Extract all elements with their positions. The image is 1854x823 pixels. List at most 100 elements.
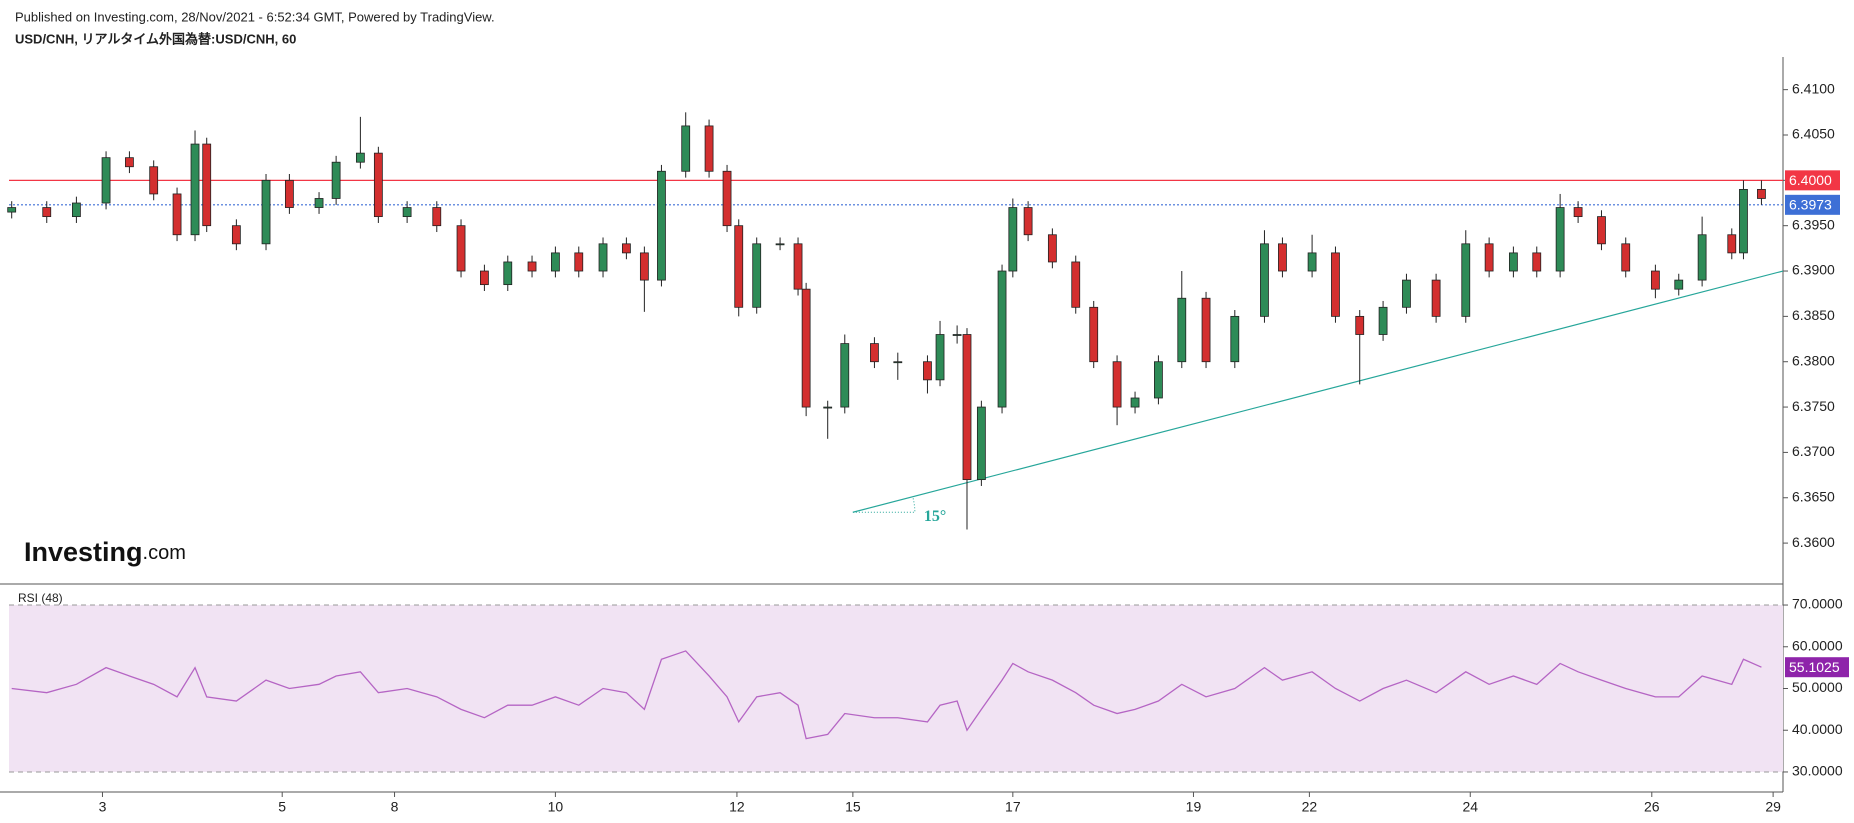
candle-body bbox=[574, 252, 584, 272]
candle-body bbox=[190, 143, 200, 236]
candle-body bbox=[1757, 189, 1766, 199]
candle-body bbox=[1555, 207, 1565, 272]
y-tick-label: 6.4050 bbox=[1792, 126, 1835, 142]
candle-body bbox=[1278, 243, 1287, 272]
candle-body bbox=[1597, 216, 1606, 245]
candle-body bbox=[231, 225, 241, 245]
y-tick-label: 70.0000 bbox=[1792, 596, 1843, 612]
candle-body bbox=[976, 406, 986, 481]
candle-body bbox=[1023, 207, 1033, 236]
candle-body bbox=[952, 334, 962, 336]
candle-body bbox=[1008, 207, 1018, 272]
x-tick-label: 19 bbox=[1186, 799, 1202, 815]
candle-body bbox=[1130, 397, 1140, 408]
y-tick-label: 6.3950 bbox=[1792, 216, 1835, 232]
logo-name: Investing bbox=[24, 537, 143, 567]
candle-body bbox=[1621, 243, 1631, 272]
x-tick-label: 24 bbox=[1462, 799, 1478, 815]
candle-body bbox=[935, 334, 945, 381]
candle-body bbox=[840, 343, 850, 408]
x-tick-label: 17 bbox=[1005, 799, 1021, 815]
candle-body bbox=[722, 170, 732, 227]
candle-body bbox=[1532, 252, 1542, 272]
candle-body bbox=[1307, 252, 1317, 272]
candle-body bbox=[1177, 297, 1187, 363]
candle-body bbox=[1402, 279, 1411, 308]
candle-body bbox=[639, 252, 649, 281]
trendline bbox=[852, 270, 1784, 513]
price-tag bbox=[1785, 170, 1840, 191]
x-tick-label: 29 bbox=[1765, 799, 1781, 815]
candle-body bbox=[801, 288, 811, 408]
y-tick-label: 60.0000 bbox=[1792, 637, 1843, 653]
candle-body bbox=[402, 207, 412, 218]
candle-body bbox=[172, 193, 182, 236]
candle-body bbox=[72, 202, 81, 218]
candle-body bbox=[752, 243, 762, 308]
price-tag-label: 6.3973 bbox=[1789, 197, 1832, 213]
y-tick-label: 6.3750 bbox=[1792, 398, 1835, 414]
candle-body bbox=[456, 225, 466, 272]
candle-body bbox=[775, 243, 785, 246]
candle-body bbox=[1355, 315, 1365, 335]
y-tick-label: 6.3600 bbox=[1792, 534, 1835, 550]
x-tick-label: 15 bbox=[845, 799, 861, 815]
price-tag-label: 6.4000 bbox=[1789, 172, 1832, 188]
candle-body bbox=[284, 179, 294, 208]
candle-body bbox=[1378, 306, 1388, 335]
y-tick-label: 6.3900 bbox=[1792, 262, 1835, 278]
y-tick-label: 40.0000 bbox=[1792, 721, 1843, 737]
candle-body bbox=[331, 161, 341, 199]
y-tick-label: 6.3850 bbox=[1792, 307, 1835, 323]
candle-body bbox=[1230, 315, 1240, 363]
candle-body bbox=[598, 243, 608, 272]
candle-body bbox=[101, 157, 111, 204]
candle-body bbox=[1112, 361, 1122, 408]
price-tag bbox=[1785, 194, 1840, 215]
candle-body bbox=[793, 243, 803, 290]
candle-body bbox=[823, 406, 833, 409]
candle-body bbox=[1461, 243, 1471, 317]
candle-body bbox=[1047, 234, 1057, 263]
candle-body bbox=[550, 252, 560, 272]
header: Published on Investing.com, 28/Nov/2021 … bbox=[15, 9, 495, 24]
logo: Investing.com bbox=[24, 537, 186, 567]
candle-body bbox=[1331, 252, 1340, 317]
candle-body bbox=[1697, 234, 1707, 281]
candle-body bbox=[432, 207, 442, 227]
y-tick-label: 6.4100 bbox=[1792, 80, 1835, 96]
candle-body bbox=[962, 334, 972, 481]
candle-body bbox=[621, 243, 631, 254]
candle-body bbox=[734, 225, 744, 308]
x-tick-label: 10 bbox=[548, 799, 564, 815]
candle-body bbox=[1508, 252, 1518, 272]
candle-body bbox=[1650, 270, 1660, 290]
candle-body bbox=[1727, 234, 1737, 254]
x-tick-label: 22 bbox=[1302, 799, 1318, 815]
candle-body bbox=[125, 157, 134, 168]
y-tick-label: 30.0000 bbox=[1792, 763, 1843, 779]
y-tick-label: 6.3800 bbox=[1792, 352, 1835, 368]
legend-entry: RSI (48) bbox=[18, 591, 63, 605]
candle-body bbox=[1260, 243, 1269, 317]
value-tag-label: 55.1025 bbox=[1789, 659, 1840, 675]
rsi-band bbox=[9, 605, 1783, 772]
y-tick-label: 50.0000 bbox=[1792, 679, 1843, 695]
candle-body bbox=[1071, 261, 1081, 308]
candle-body bbox=[1484, 243, 1494, 272]
value-tag bbox=[1785, 657, 1849, 678]
candle-body bbox=[373, 152, 383, 218]
candle-body bbox=[997, 270, 1007, 408]
candle-body bbox=[202, 143, 212, 227]
candle-body bbox=[527, 261, 537, 272]
candle-body bbox=[7, 207, 17, 213]
candle-body bbox=[355, 152, 365, 163]
x-tick-label: 5 bbox=[278, 799, 286, 815]
candle-body bbox=[893, 361, 903, 364]
x-tick-label: 3 bbox=[99, 799, 107, 815]
candle-body bbox=[1201, 297, 1211, 363]
candle-body bbox=[314, 198, 324, 208]
candle-body bbox=[1674, 279, 1684, 290]
